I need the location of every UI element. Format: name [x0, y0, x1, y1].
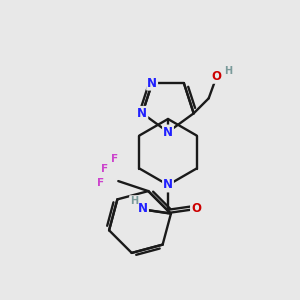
Text: F: F [111, 154, 118, 164]
Text: N: N [163, 125, 173, 139]
Text: N: N [147, 77, 157, 90]
Text: F: F [97, 178, 104, 188]
Text: O: O [212, 70, 222, 83]
Text: N: N [137, 107, 147, 120]
Text: O: O [191, 202, 201, 215]
Text: F: F [101, 164, 108, 174]
Text: N: N [163, 178, 173, 191]
Text: H: H [130, 196, 138, 206]
Text: N: N [138, 202, 148, 215]
Text: H: H [225, 66, 233, 76]
